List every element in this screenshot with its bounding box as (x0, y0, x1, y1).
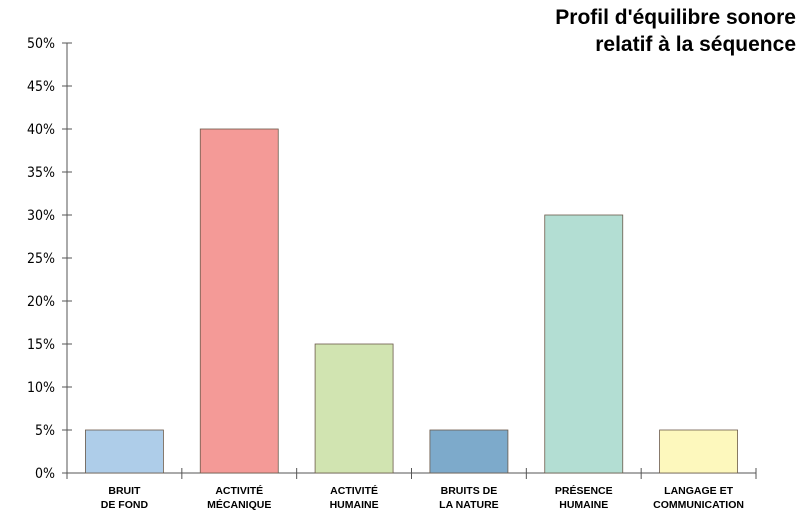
x-tick-label: ACTIVITÉ MÉCANIQUE (207, 484, 271, 511)
chart-title: Profil d'équilibre sonore relatif à la s… (555, 4, 796, 58)
y-tick-label: 25% (27, 251, 55, 267)
chart-title-line-2: relatif à la séquence (595, 33, 796, 56)
x-tick-label-line: ACTIVITÉ (215, 484, 263, 497)
y-axis: 0% 5% 10% 15% 20% 25% 30% 35% 40% 45% 50% (27, 36, 72, 482)
bar-0 (85, 429, 164, 474)
x-tick-label-line: COMMUNICATION (653, 499, 744, 511)
x-tick-label-line: HUMAINE (559, 499, 608, 511)
x-tick-label-line: BRUITS DE (441, 485, 498, 497)
y-tick-label: 0% (35, 466, 55, 482)
y-tick-label: 45% (27, 79, 55, 95)
y-tick-label: 20% (27, 294, 55, 310)
bars (85, 128, 738, 474)
y-tick-label: 15% (27, 337, 55, 353)
y-tick-label: 50% (27, 36, 55, 52)
x-tick-label-line: DE FOND (101, 499, 149, 511)
bar-1 (199, 128, 279, 474)
y-tick-label: 5% (35, 423, 55, 439)
x-tick-label-line: ACTIVITÉ (330, 484, 378, 497)
y-tick-label: 30% (27, 208, 55, 224)
x-tick-label-line: HUMAINE (330, 499, 379, 511)
x-tick-label-line: LA NATURE (439, 499, 499, 511)
chart-title-line-1: Profil d'équilibre sonore (555, 6, 796, 29)
bar-5 (659, 429, 738, 474)
x-tick-label-line: LANGAGE ET (664, 485, 733, 497)
y-tick-label: 10% (27, 380, 55, 396)
x-tick-label-line: BRUIT (108, 485, 141, 497)
x-tick-label: LANGAGE ET COMMUNICATION (653, 485, 744, 511)
x-tick-label-line: MÉCANIQUE (207, 498, 271, 511)
x-tick-label: PRÉSENCE HUMAINE (555, 484, 613, 511)
bar-3 (429, 429, 509, 474)
x-tick-label: ACTIVITÉ HUMAINE (330, 484, 379, 511)
bar-4 (544, 214, 624, 474)
x-tick-label: BRUITS DE LA NATURE (439, 485, 499, 511)
bar-2 (314, 343, 394, 474)
x-tick-label: BRUIT DE FOND (101, 485, 149, 511)
x-tick-label-line: PRÉSENCE (555, 484, 613, 497)
y-tick-label: 40% (27, 122, 55, 138)
y-tick-label: 35% (27, 165, 55, 181)
